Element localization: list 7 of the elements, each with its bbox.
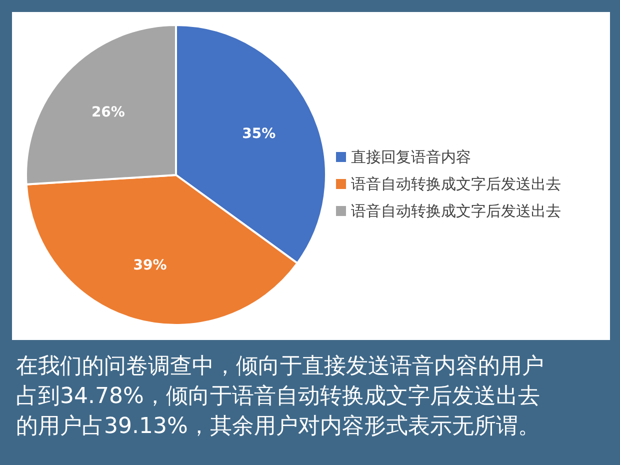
legend-label: 语音自动转换成文字后发送出去 <box>351 175 561 193</box>
text: 在我们的问卷调查中，倾向于直接发送语音内容的用户占到34.78%，倾向于语音自动转换成文字后发送出去的用户占39.13%，其余用户对内容形式表示无所谓。 <box>16 353 545 441</box>
legend-label: 语音自动转换成文字后发送出去 <box>351 202 561 220</box>
data-label: 26% <box>91 104 125 120</box>
legend-label: 直接回复语音内容 <box>351 148 471 166</box>
data-label: 39% <box>133 257 167 274</box>
data-label: 35% <box>242 126 276 142</box>
